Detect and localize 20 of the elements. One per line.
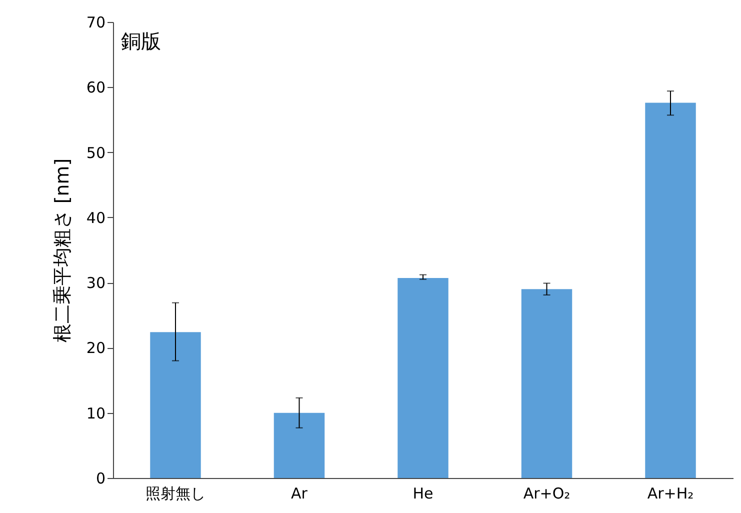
bar (274, 412, 325, 478)
x-tick-label: Ar+H₂ (647, 484, 694, 502)
x-tick-label: 照射無し (145, 484, 206, 502)
y-tick-label: 0 (96, 470, 106, 488)
bar (521, 289, 572, 478)
y-tick-label: 70 (86, 14, 106, 32)
bar (398, 278, 448, 478)
x-tick-label: Ar (291, 484, 308, 502)
annotation: 銅版 (121, 29, 161, 53)
bar (645, 102, 696, 478)
bar (150, 332, 201, 478)
y-tick-label: 30 (86, 274, 106, 292)
y-tick-label: 10 (86, 404, 106, 422)
y-tick-label: 50 (86, 144, 106, 162)
y-tick-label: 40 (86, 208, 106, 227)
y-tick-label: 20 (86, 339, 106, 358)
x-tick-label: Ar+O₂ (523, 484, 570, 502)
x-tick-label: He (412, 484, 434, 502)
y-axis-title: 根二乗平均粗さ [nm] (51, 158, 74, 343)
y-tick-label: 60 (86, 78, 106, 97)
